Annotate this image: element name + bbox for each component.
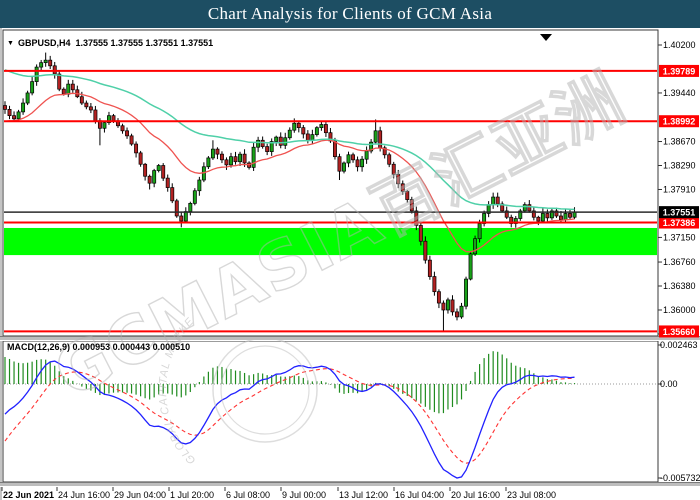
time-tick-label: 6 Jul 08:00 <box>226 490 270 500</box>
macd-values: 0.000953 0.000443 0.000510 <box>72 342 191 352</box>
price-tick-label: 1.38670 <box>663 137 696 147</box>
price-label-box <box>659 115 699 128</box>
price-tick-label: 1.36380 <box>663 281 696 291</box>
symbol-name: GBPUSD,H4 <box>17 38 71 48</box>
ma-fast-line <box>4 92 575 253</box>
price-label-box <box>659 216 699 229</box>
price-tick-label: 1.40200 <box>663 40 696 50</box>
time-tick-label: 1 Jul 20:00 <box>170 490 214 500</box>
time-tick-label: 9 Jul 00:00 <box>282 490 326 500</box>
svg-text:1.37551: 1.37551 <box>663 208 696 218</box>
price-tick-label: 1.36000 <box>663 305 696 315</box>
svg-text:1.39789: 1.39789 <box>663 66 696 76</box>
macd-layer <box>4 351 657 479</box>
support-zone <box>4 227 657 256</box>
symbol-dropdown-icon: ▼ <box>7 40 14 47</box>
macd-indicator-label: MACD(12,26,9) 0.000953 0.000443 0.000510 <box>7 342 190 352</box>
macd-name: MACD(12,26,9) <box>7 342 71 352</box>
price-axis: 1.40200 1.39440 1.38670 1.38290 1.37910 1.371… <box>657 40 700 483</box>
pane-chrome <box>0 28 700 500</box>
macd-axis-label: -0.005732 <box>660 473 700 483</box>
moving-averages <box>4 69 575 253</box>
time-tick-label: 29 Jun 04:00 <box>114 490 166 500</box>
time-tick-label: 16 Jul 04:00 <box>395 490 444 500</box>
price-tick-label: 1.39440 <box>663 88 696 98</box>
price-label-boxes: 1.39789 1.38992 1.37386 1.35660 1.37551 <box>659 64 699 338</box>
price-label-box <box>659 325 699 338</box>
chart-window: 1.40200 1.39440 1.38670 1.38290 1.37910 1.371… <box>0 28 700 500</box>
time-tick-label: 13 Jul 12:00 <box>339 490 388 500</box>
ma-slow-line <box>4 69 575 211</box>
symbol-info: ▼ GBPUSD,H4 1.37555 1.37555 1.37551 1.375… <box>7 38 213 48</box>
chart-shift-marker-icon <box>540 34 552 41</box>
macd-main-line <box>4 360 575 479</box>
price-label-box <box>659 206 699 219</box>
price-label-box <box>659 64 699 77</box>
price-tick-label: 1.38290 <box>663 161 696 171</box>
time-tick-label: 23 Jul 08:00 <box>507 490 556 500</box>
page-title: Chart Analysis for Clients of GCM Asia <box>207 4 493 23</box>
macd-signal-line <box>4 368 575 464</box>
level-lines <box>4 69 657 333</box>
svg-text:1.38992: 1.38992 <box>663 117 696 127</box>
time-tick-label: 24 Jun 16:00 <box>58 490 110 500</box>
time-tick-label: 20 Jul 16:00 <box>451 490 500 500</box>
title-bar: Chart Analysis for Clients of GCM Asia <box>0 0 700 28</box>
price-tick-label: 1.36760 <box>663 257 696 267</box>
chart-canvas[interactable]: 1.40200 1.39440 1.38670 1.38290 1.37910 1.371… <box>0 28 700 500</box>
macd-axis-label: 0.002463 <box>660 340 698 350</box>
time-tick-label: 22 Jun 2021 <box>3 490 54 500</box>
price-tick-label: 1.37910 <box>663 184 696 194</box>
symbol-quotes: 1.37555 1.37555 1.37551 1.37551 <box>75 38 214 48</box>
svg-text:1.37386: 1.37386 <box>663 218 696 228</box>
svg-text:1.35660: 1.35660 <box>663 327 696 337</box>
macd-axis-label: 0.00 <box>660 379 678 389</box>
price-tick-label: 1.37150 <box>663 232 696 242</box>
time-axis: 22 Jun 2021 24 Jun 16:00 29 Jun 04:00 1 Jul… <box>1 487 556 500</box>
